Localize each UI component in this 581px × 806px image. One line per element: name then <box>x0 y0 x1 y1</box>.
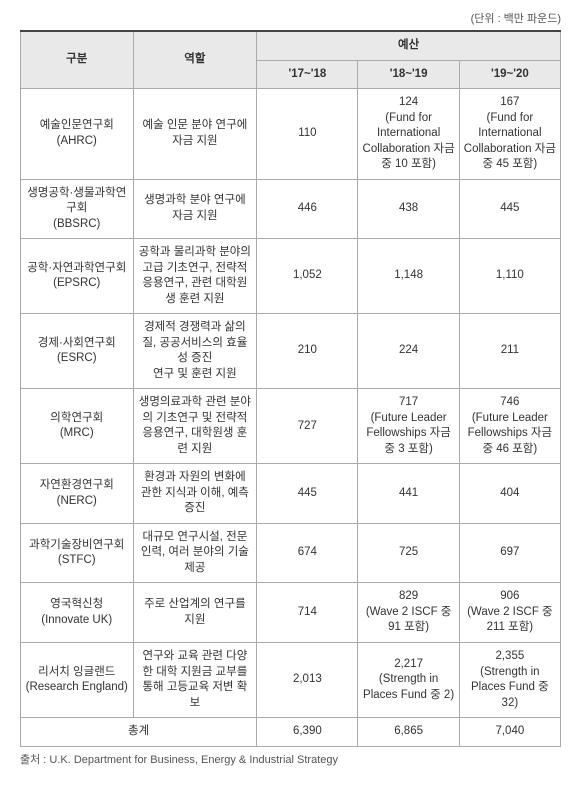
row-y2: 124(Fund for International Collaboration… <box>358 89 459 180</box>
table-row: 공학·자연과학연구회(EPSRC)공학과 물리과학 분야의 고급 기초연구, 전… <box>21 239 561 314</box>
table-row: 생명공학·생물과학연구회(BBSRC)생명과학 분야 연구에 자금 지원4464… <box>21 179 561 239</box>
row-y1: 727 <box>257 389 358 464</box>
row-y2: 441 <box>358 464 459 524</box>
row-role: 경제적 경쟁력과 삶의 질, 공공서비스의 효율성 증진연구 및 훈련 지원 <box>133 314 257 389</box>
row-name: 과학기술장비연구회(STFC) <box>21 523 134 583</box>
row-name: 자연환경연구회(NERC) <box>21 464 134 524</box>
row-name: 예술인문연구회(AHRC) <box>21 89 134 180</box>
row-role: 환경과 자원의 변화에 관한 지식과 이해, 예측 증진 <box>133 464 257 524</box>
row-role: 생명과학 분야 연구에 자금 지원 <box>133 179 257 239</box>
row-y1: 110 <box>257 89 358 180</box>
header-y3: '19~'20 <box>459 60 560 89</box>
table-row: 경제·사회연구회(ESRC)경제적 경쟁력과 삶의 질, 공공서비스의 효율성 … <box>21 314 561 389</box>
row-y2: 1,148 <box>358 239 459 314</box>
row-y1: 446 <box>257 179 358 239</box>
table-row: 과학기술장비연구회(STFC)대규모 연구시설, 전문 인력, 여러 분야의 기… <box>21 523 561 583</box>
header-y1: '17~'18 <box>257 60 358 89</box>
header-budget-group: 예산 <box>257 31 561 60</box>
table-row: 의학연구회(MRC)생명의료과학 관련 분야의 기초연구 및 전략적 응용연구,… <box>21 389 561 464</box>
table-row: 예술인문연구회(AHRC)예술 인문 분야 연구에 자금 지원110124(Fu… <box>21 89 561 180</box>
row-y2: 224 <box>358 314 459 389</box>
header-division: 구분 <box>21 31 134 89</box>
unit-label: (단위 : 백만 파운드) <box>20 10 561 26</box>
row-y3: 697 <box>459 523 560 583</box>
row-name: 생명공학·생물과학연구회(BBSRC) <box>21 179 134 239</box>
row-y1: 714 <box>257 583 358 643</box>
header-y2: '18~'19 <box>358 60 459 89</box>
row-role: 주로 산업계의 연구를 지원 <box>133 583 257 643</box>
total-label: 총계 <box>21 718 257 747</box>
row-y1: 210 <box>257 314 358 389</box>
table-row: 자연환경연구회(NERC)환경과 자원의 변화에 관한 지식과 이해, 예측 증… <box>21 464 561 524</box>
row-y2: 2,217(Strength in Places Fund 중 2) <box>358 642 459 717</box>
row-y3: 167(Fund for International Collaboration… <box>459 89 560 180</box>
row-name: 영국혁신청(Innovate UK) <box>21 583 134 643</box>
budget-table: 구분 역할 예산 '17~'18 '18~'19 '19~'20 예술인문연구회… <box>20 30 561 747</box>
row-y3: 445 <box>459 179 560 239</box>
row-role: 생명의료과학 관련 분야의 기초연구 및 전략적 응용연구, 대학원생 훈련 지… <box>133 389 257 464</box>
row-y2: 717(Future Leader Fellowships 자금 중 3 포함) <box>358 389 459 464</box>
row-y1: 674 <box>257 523 358 583</box>
row-y2: 725 <box>358 523 459 583</box>
row-y2: 829(Wave 2 ISCF 중 91 포함) <box>358 583 459 643</box>
total-y1: 6,390 <box>257 718 358 747</box>
row-name: 공학·자연과학연구회(EPSRC) <box>21 239 134 314</box>
header-row-1: 구분 역할 예산 <box>21 31 561 60</box>
source-label: 출처 : U.K. Department for Business, Energ… <box>20 751 561 767</box>
row-role: 대규모 연구시설, 전문 인력, 여러 분야의 기술 제공 <box>133 523 257 583</box>
total-y3: 7,040 <box>459 718 560 747</box>
header-role: 역할 <box>133 31 257 89</box>
row-y3: 211 <box>459 314 560 389</box>
row-name: 리서치 잉글랜드(Research England) <box>21 642 134 717</box>
table-row: 영국혁신청(Innovate UK)주로 산업계의 연구를 지원714829(W… <box>21 583 561 643</box>
row-y1: 2,013 <box>257 642 358 717</box>
row-role: 예술 인문 분야 연구에 자금 지원 <box>133 89 257 180</box>
total-row: 총계 6,390 6,865 7,040 <box>21 718 561 747</box>
row-y3: 746(Future Leader Fellowships 자금 중 46 포함… <box>459 389 560 464</box>
row-y1: 445 <box>257 464 358 524</box>
table-body: 예술인문연구회(AHRC)예술 인문 분야 연구에 자금 지원110124(Fu… <box>21 89 561 718</box>
row-role: 공학과 물리과학 분야의 고급 기초연구, 전략적 응용연구, 관련 대학원생 … <box>133 239 257 314</box>
table-row: 리서치 잉글랜드(Research England)연구와 교육 관련 다양한 … <box>21 642 561 717</box>
row-name: 경제·사회연구회(ESRC) <box>21 314 134 389</box>
row-y3: 2,355(Strength in Places Fund 중 32) <box>459 642 560 717</box>
row-y1: 1,052 <box>257 239 358 314</box>
row-role: 연구와 교육 관련 다양한 대학 지원금 교부를 통해 고등교육 저변 확보 <box>133 642 257 717</box>
row-y3: 906(Wave 2 ISCF 중 211 포함) <box>459 583 560 643</box>
total-y2: 6,865 <box>358 718 459 747</box>
row-y3: 404 <box>459 464 560 524</box>
row-name: 의학연구회(MRC) <box>21 389 134 464</box>
row-y3: 1,110 <box>459 239 560 314</box>
row-y2: 438 <box>358 179 459 239</box>
